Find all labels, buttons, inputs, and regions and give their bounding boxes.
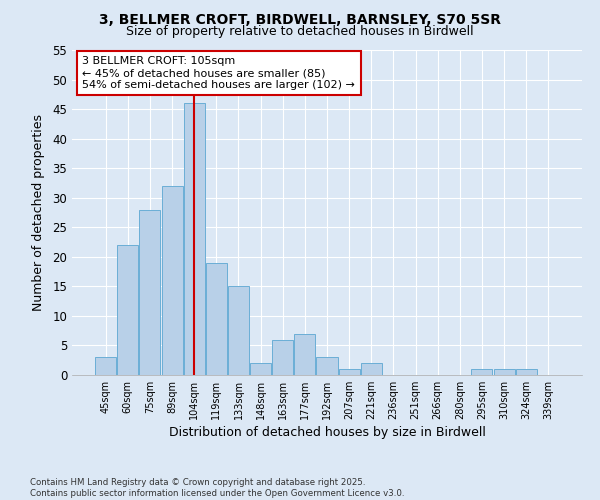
Y-axis label: Number of detached properties: Number of detached properties [32, 114, 46, 311]
Bar [206, 262, 227, 375]
Bar [161, 186, 182, 375]
Text: Contains HM Land Registry data © Crown copyright and database right 2025.
Contai: Contains HM Land Registry data © Crown c… [30, 478, 404, 498]
Bar [184, 103, 205, 375]
Bar [494, 369, 515, 375]
Bar [338, 369, 359, 375]
Bar [515, 369, 536, 375]
Bar [272, 340, 293, 375]
Bar [472, 369, 493, 375]
Bar [228, 286, 249, 375]
Bar [139, 210, 160, 375]
Bar [250, 363, 271, 375]
Text: 3, BELLMER CROFT, BIRDWELL, BARNSLEY, S70 5SR: 3, BELLMER CROFT, BIRDWELL, BARNSLEY, S7… [99, 12, 501, 26]
Text: 3 BELLMER CROFT: 105sqm
← 45% of detached houses are smaller (85)
54% of semi-de: 3 BELLMER CROFT: 105sqm ← 45% of detache… [82, 56, 355, 90]
Bar [316, 358, 338, 375]
Bar [95, 358, 116, 375]
Text: Size of property relative to detached houses in Birdwell: Size of property relative to detached ho… [126, 25, 474, 38]
X-axis label: Distribution of detached houses by size in Birdwell: Distribution of detached houses by size … [169, 426, 485, 439]
Bar [118, 245, 139, 375]
Bar [361, 363, 382, 375]
Bar [295, 334, 316, 375]
